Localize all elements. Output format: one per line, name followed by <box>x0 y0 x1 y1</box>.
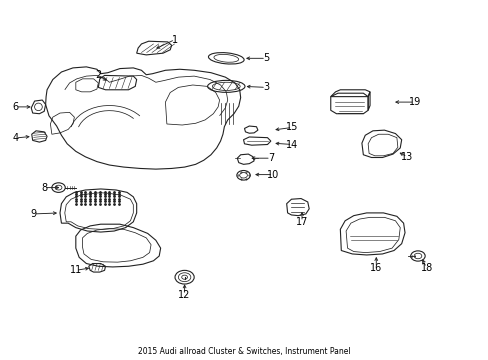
Text: 15: 15 <box>285 122 298 132</box>
Text: 16: 16 <box>369 263 382 273</box>
Text: 17: 17 <box>295 217 307 227</box>
Text: 9: 9 <box>31 209 37 219</box>
Text: 5: 5 <box>263 53 268 63</box>
Text: 18: 18 <box>420 263 432 273</box>
Text: 13: 13 <box>401 152 413 162</box>
Text: 12: 12 <box>178 290 190 300</box>
Text: 7: 7 <box>267 153 273 163</box>
Text: 19: 19 <box>407 97 420 107</box>
Text: 2: 2 <box>95 71 101 80</box>
Text: 3: 3 <box>263 82 268 93</box>
Text: 8: 8 <box>41 183 47 193</box>
Text: 14: 14 <box>285 140 298 149</box>
Text: 1: 1 <box>172 35 178 45</box>
Text: 4: 4 <box>12 133 19 143</box>
Text: 6: 6 <box>12 102 19 112</box>
Text: 11: 11 <box>70 265 82 275</box>
Text: 2015 Audi allroad Cluster & Switches, Instrument Panel: 2015 Audi allroad Cluster & Switches, In… <box>138 347 350 356</box>
Text: 10: 10 <box>266 170 279 180</box>
